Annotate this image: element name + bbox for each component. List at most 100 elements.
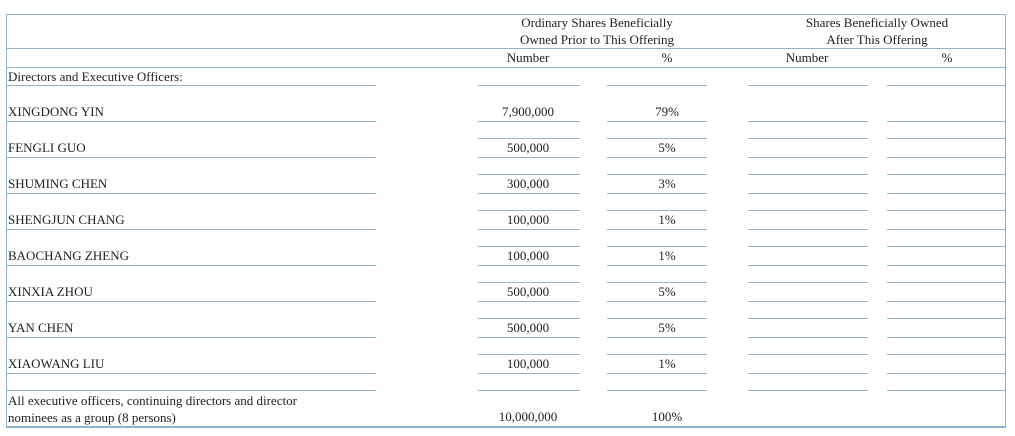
column-rule <box>607 318 707 319</box>
column-rule <box>607 246 707 247</box>
column-rule <box>748 174 868 175</box>
column-rule <box>478 157 580 158</box>
column-rule <box>887 265 1005 266</box>
section-label: Directors and Executive Officers: <box>8 69 183 84</box>
column-rule <box>748 373 868 374</box>
column-rule <box>887 121 1005 122</box>
column-rule <box>748 193 868 194</box>
row-rule <box>6 157 376 158</box>
row-percent: 3% <box>658 176 676 191</box>
column-rule <box>607 282 707 283</box>
row-percent: 1% <box>658 356 676 371</box>
column-rule <box>478 282 580 283</box>
column-rule <box>478 193 580 194</box>
total-number: 10,000,000 <box>498 409 558 424</box>
row-number: 300,000 <box>506 176 550 191</box>
total-label: All executive officers, continuing direc… <box>8 392 297 426</box>
row-rule <box>6 193 376 194</box>
column-rule <box>887 210 1005 211</box>
col-header-number-after: Number <box>785 50 829 65</box>
row-name: XINXIA ZHOU <box>8 284 93 299</box>
row-rule <box>6 390 376 391</box>
col-header-percent-after: % <box>941 50 953 65</box>
column-rule <box>748 354 868 355</box>
column-rule <box>887 318 1005 319</box>
column-rule <box>887 282 1005 283</box>
row-number: 100,000 <box>506 248 550 263</box>
col-header-rule <box>6 67 1006 68</box>
column-rule <box>478 337 580 338</box>
col-header-percent: % <box>661 50 673 65</box>
header-after-line1: Shares Beneficially Owned <box>805 15 949 30</box>
column-rule <box>607 121 707 122</box>
column-rule <box>607 265 707 266</box>
row-name: XIAOWANG LIU <box>8 356 105 371</box>
column-rule <box>748 246 868 247</box>
column-rule <box>887 193 1005 194</box>
column-rule <box>607 85 707 86</box>
row-percent: 1% <box>658 212 676 227</box>
column-rule <box>607 174 707 175</box>
column-rule <box>748 229 868 230</box>
column-rule <box>607 354 707 355</box>
column-rule <box>478 373 580 374</box>
row-rule <box>6 337 376 338</box>
row-percent: 5% <box>658 140 676 155</box>
column-rule <box>607 210 707 211</box>
header-after-line2: After This Offering <box>826 32 928 47</box>
row-number: 500,000 <box>506 320 550 335</box>
column-rule <box>478 390 580 391</box>
column-rule <box>607 157 707 158</box>
column-rule <box>748 337 868 338</box>
row-rule <box>6 373 376 374</box>
column-rule <box>748 138 868 139</box>
header-prior-line2: Owned Prior to This Offering <box>519 32 675 47</box>
column-rule <box>607 390 707 391</box>
column-rule <box>478 121 580 122</box>
column-rule <box>887 301 1005 302</box>
row-rule <box>6 229 376 230</box>
row-rule <box>6 301 376 302</box>
column-rule <box>607 301 707 302</box>
column-rule <box>748 265 868 266</box>
column-rule <box>607 229 707 230</box>
column-rule <box>887 246 1005 247</box>
row-number: 100,000 <box>506 212 550 227</box>
total-label-line1: All executive officers, continuing direc… <box>8 393 297 408</box>
column-rule <box>478 174 580 175</box>
column-rule <box>748 390 868 391</box>
column-rule <box>478 354 580 355</box>
row-name: SHUMING CHEN <box>8 176 108 191</box>
column-rule <box>748 210 868 211</box>
column-rule <box>748 121 868 122</box>
column-rule <box>607 138 707 139</box>
row-number: 7,900,000 <box>502 104 554 119</box>
table-bottom-rule <box>6 426 1006 427</box>
column-rule <box>478 318 580 319</box>
row-percent: 5% <box>658 284 676 299</box>
row-rule <box>6 121 376 122</box>
row-percent: 5% <box>658 320 676 335</box>
column-rule <box>478 85 580 86</box>
column-rule <box>607 337 707 338</box>
row-name: BAOCHANG ZHENG <box>8 248 129 263</box>
column-rule <box>887 390 1005 391</box>
header-group-prior: Ordinary Shares Beneficially Owned Prior… <box>472 14 722 48</box>
column-rule <box>607 193 707 194</box>
row-name: YAN CHEN <box>8 320 74 335</box>
row-name: XINGDONG YIN <box>8 104 104 119</box>
column-rule <box>478 246 580 247</box>
row-rule <box>6 265 376 266</box>
column-rule <box>748 85 868 86</box>
row-number: 500,000 <box>506 284 550 299</box>
header-prior-line1: Ordinary Shares Beneficially <box>521 15 673 30</box>
row-name: FENGLI GUO <box>8 140 86 155</box>
row-number: 500,000 <box>506 140 550 155</box>
column-rule <box>478 138 580 139</box>
column-rule <box>478 265 580 266</box>
column-rule <box>748 282 868 283</box>
total-percent: 100% <box>651 409 683 424</box>
column-rule <box>887 85 1005 86</box>
column-rule <box>478 210 580 211</box>
column-rule <box>607 373 707 374</box>
